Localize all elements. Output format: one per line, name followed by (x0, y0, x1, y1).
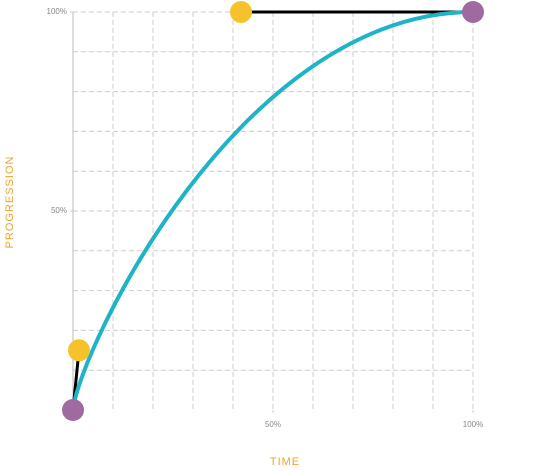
x-tick-label: 50% (265, 420, 281, 429)
easing-curve (71, 10, 474, 411)
control-point[interactable] (230, 1, 252, 23)
y-tick-label: 100% (47, 7, 67, 16)
y-axis-label: PROGRESSION (4, 156, 16, 249)
y-tick-label: 50% (51, 206, 67, 215)
end-point (462, 1, 484, 23)
end-point (62, 399, 84, 421)
x-axis-label: TIME (270, 456, 300, 468)
control-point[interactable] (68, 339, 90, 362)
x-tick-label: 100% (463, 420, 483, 429)
